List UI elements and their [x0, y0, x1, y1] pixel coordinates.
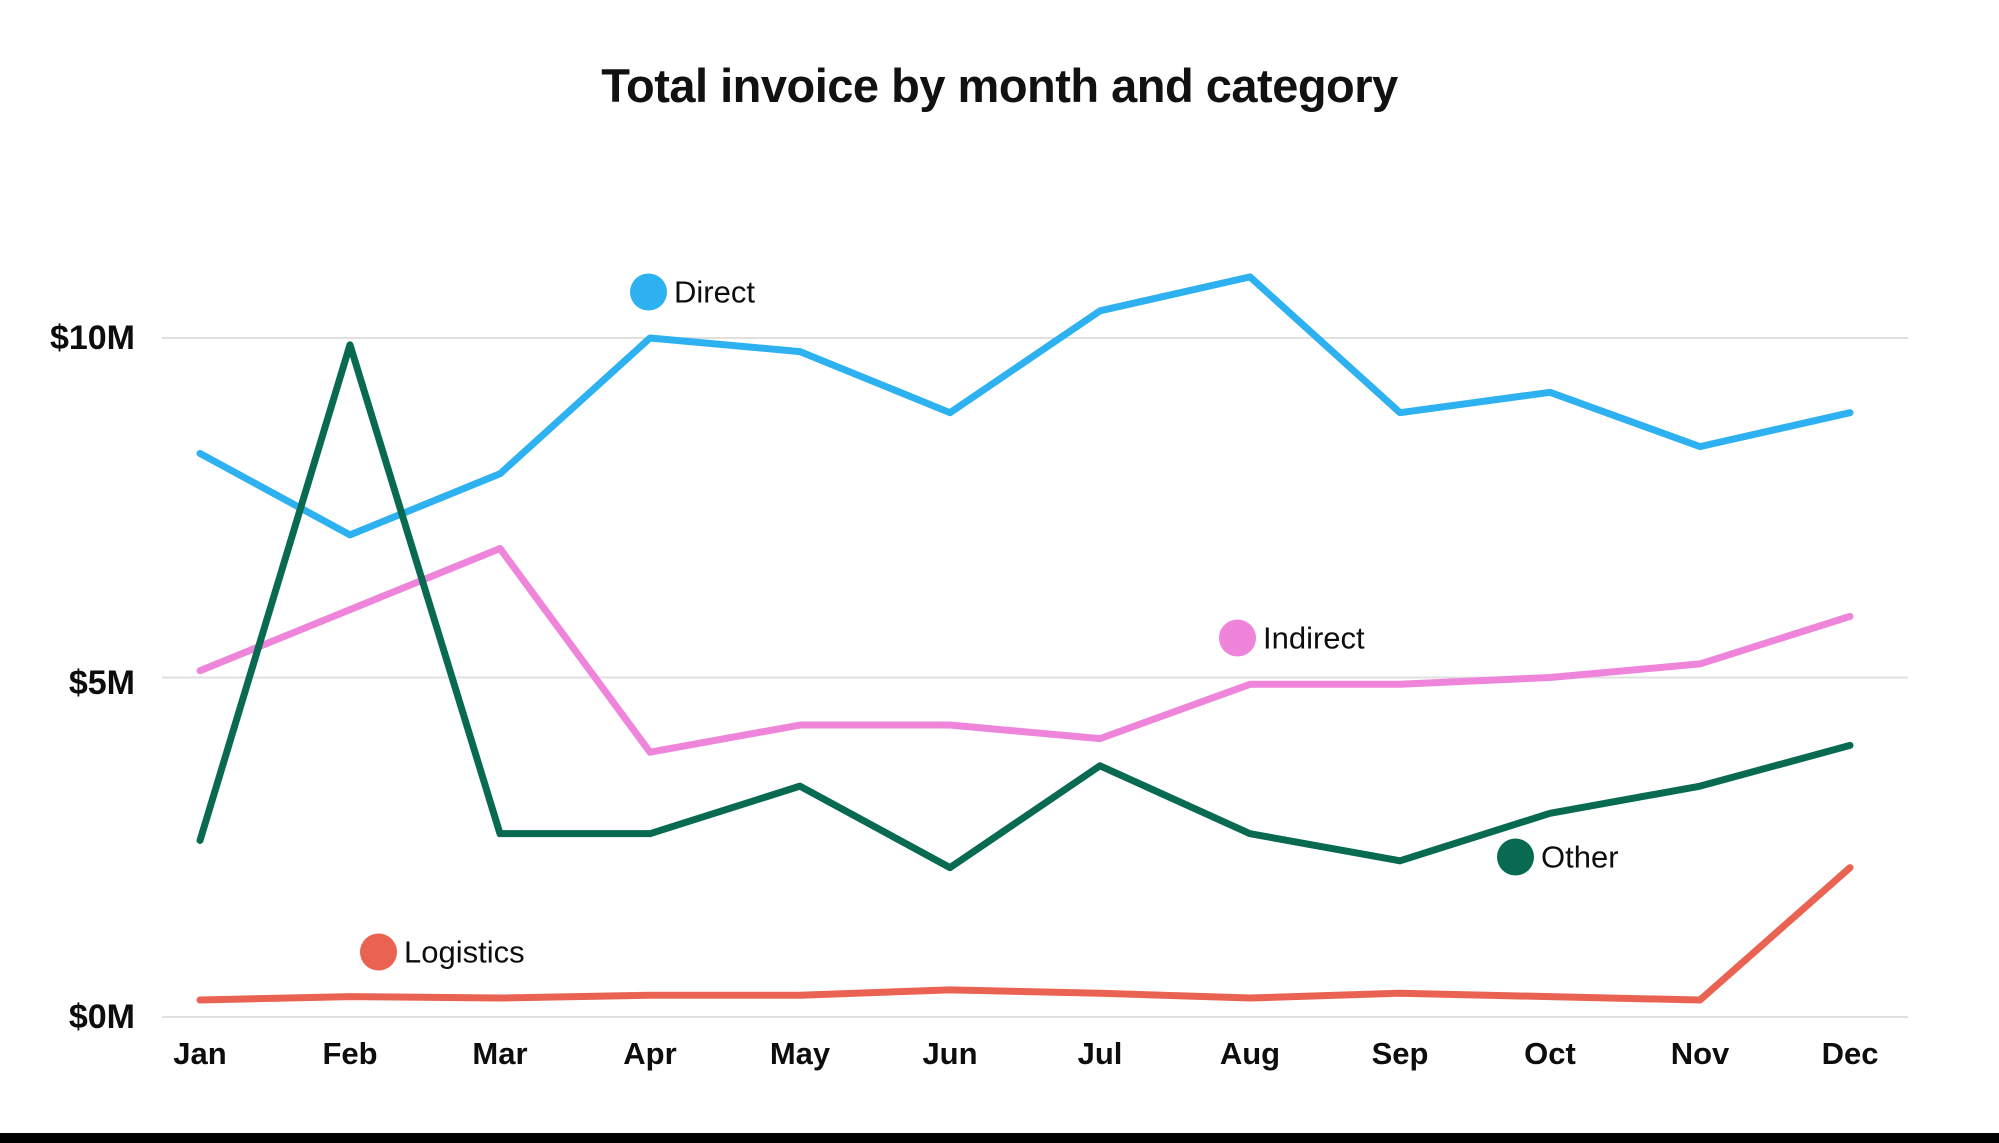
legend-dot-direct-icon — [630, 273, 667, 311]
x-axis-label-apr: Apr — [623, 1036, 677, 1071]
bottom-bar — [0, 1133, 1999, 1143]
legend-indirect: Indirect — [1219, 619, 1365, 657]
series-line-logistics — [196, 864, 1854, 1004]
x-axis-label-nov: Nov — [1670, 1036, 1730, 1071]
x-axis-label-jan: Jan — [173, 1036, 227, 1071]
x-axis-label-oct: Oct — [1524, 1036, 1576, 1071]
x-axis-label-mar: Mar — [472, 1036, 528, 1071]
y-axis-tick-10m: $10M — [49, 319, 135, 357]
legend-label-indirect: Indirect — [1263, 620, 1365, 655]
legend-other: Other — [1497, 838, 1619, 876]
series-line-indirect — [196, 544, 1854, 756]
series-line-direct — [196, 273, 1854, 539]
x-axis-label-aug: Aug — [1219, 1036, 1281, 1071]
legend-dot-logistics-icon — [360, 933, 397, 971]
legend-label-direct: Direct — [674, 274, 755, 309]
x-axis-label-dec: Dec — [1821, 1036, 1879, 1071]
x-axis-label-jun: Jun — [922, 1036, 978, 1071]
legend-label-logistics: Logistics — [404, 934, 525, 969]
legend-dot-indirect-icon — [1219, 619, 1256, 657]
x-axis-label-may: May — [769, 1036, 831, 1071]
legend-logistics: Logistics — [360, 933, 525, 971]
series-line-other — [196, 341, 1854, 872]
x-axis-label-feb: Feb — [322, 1036, 378, 1071]
legend-direct: Direct — [630, 273, 755, 311]
x-axis-label-jul: Jul — [1077, 1036, 1123, 1071]
legend-dot-other-icon — [1497, 838, 1534, 876]
y-axis-tick-0m: $0M — [68, 998, 135, 1036]
x-axis-label-sep: Sep — [1371, 1036, 1429, 1071]
y-axis-tick-5m: $5M — [68, 664, 135, 702]
legend-label-other: Other — [1541, 839, 1619, 874]
chart-title: Total invoice by month and category — [601, 59, 1398, 112]
